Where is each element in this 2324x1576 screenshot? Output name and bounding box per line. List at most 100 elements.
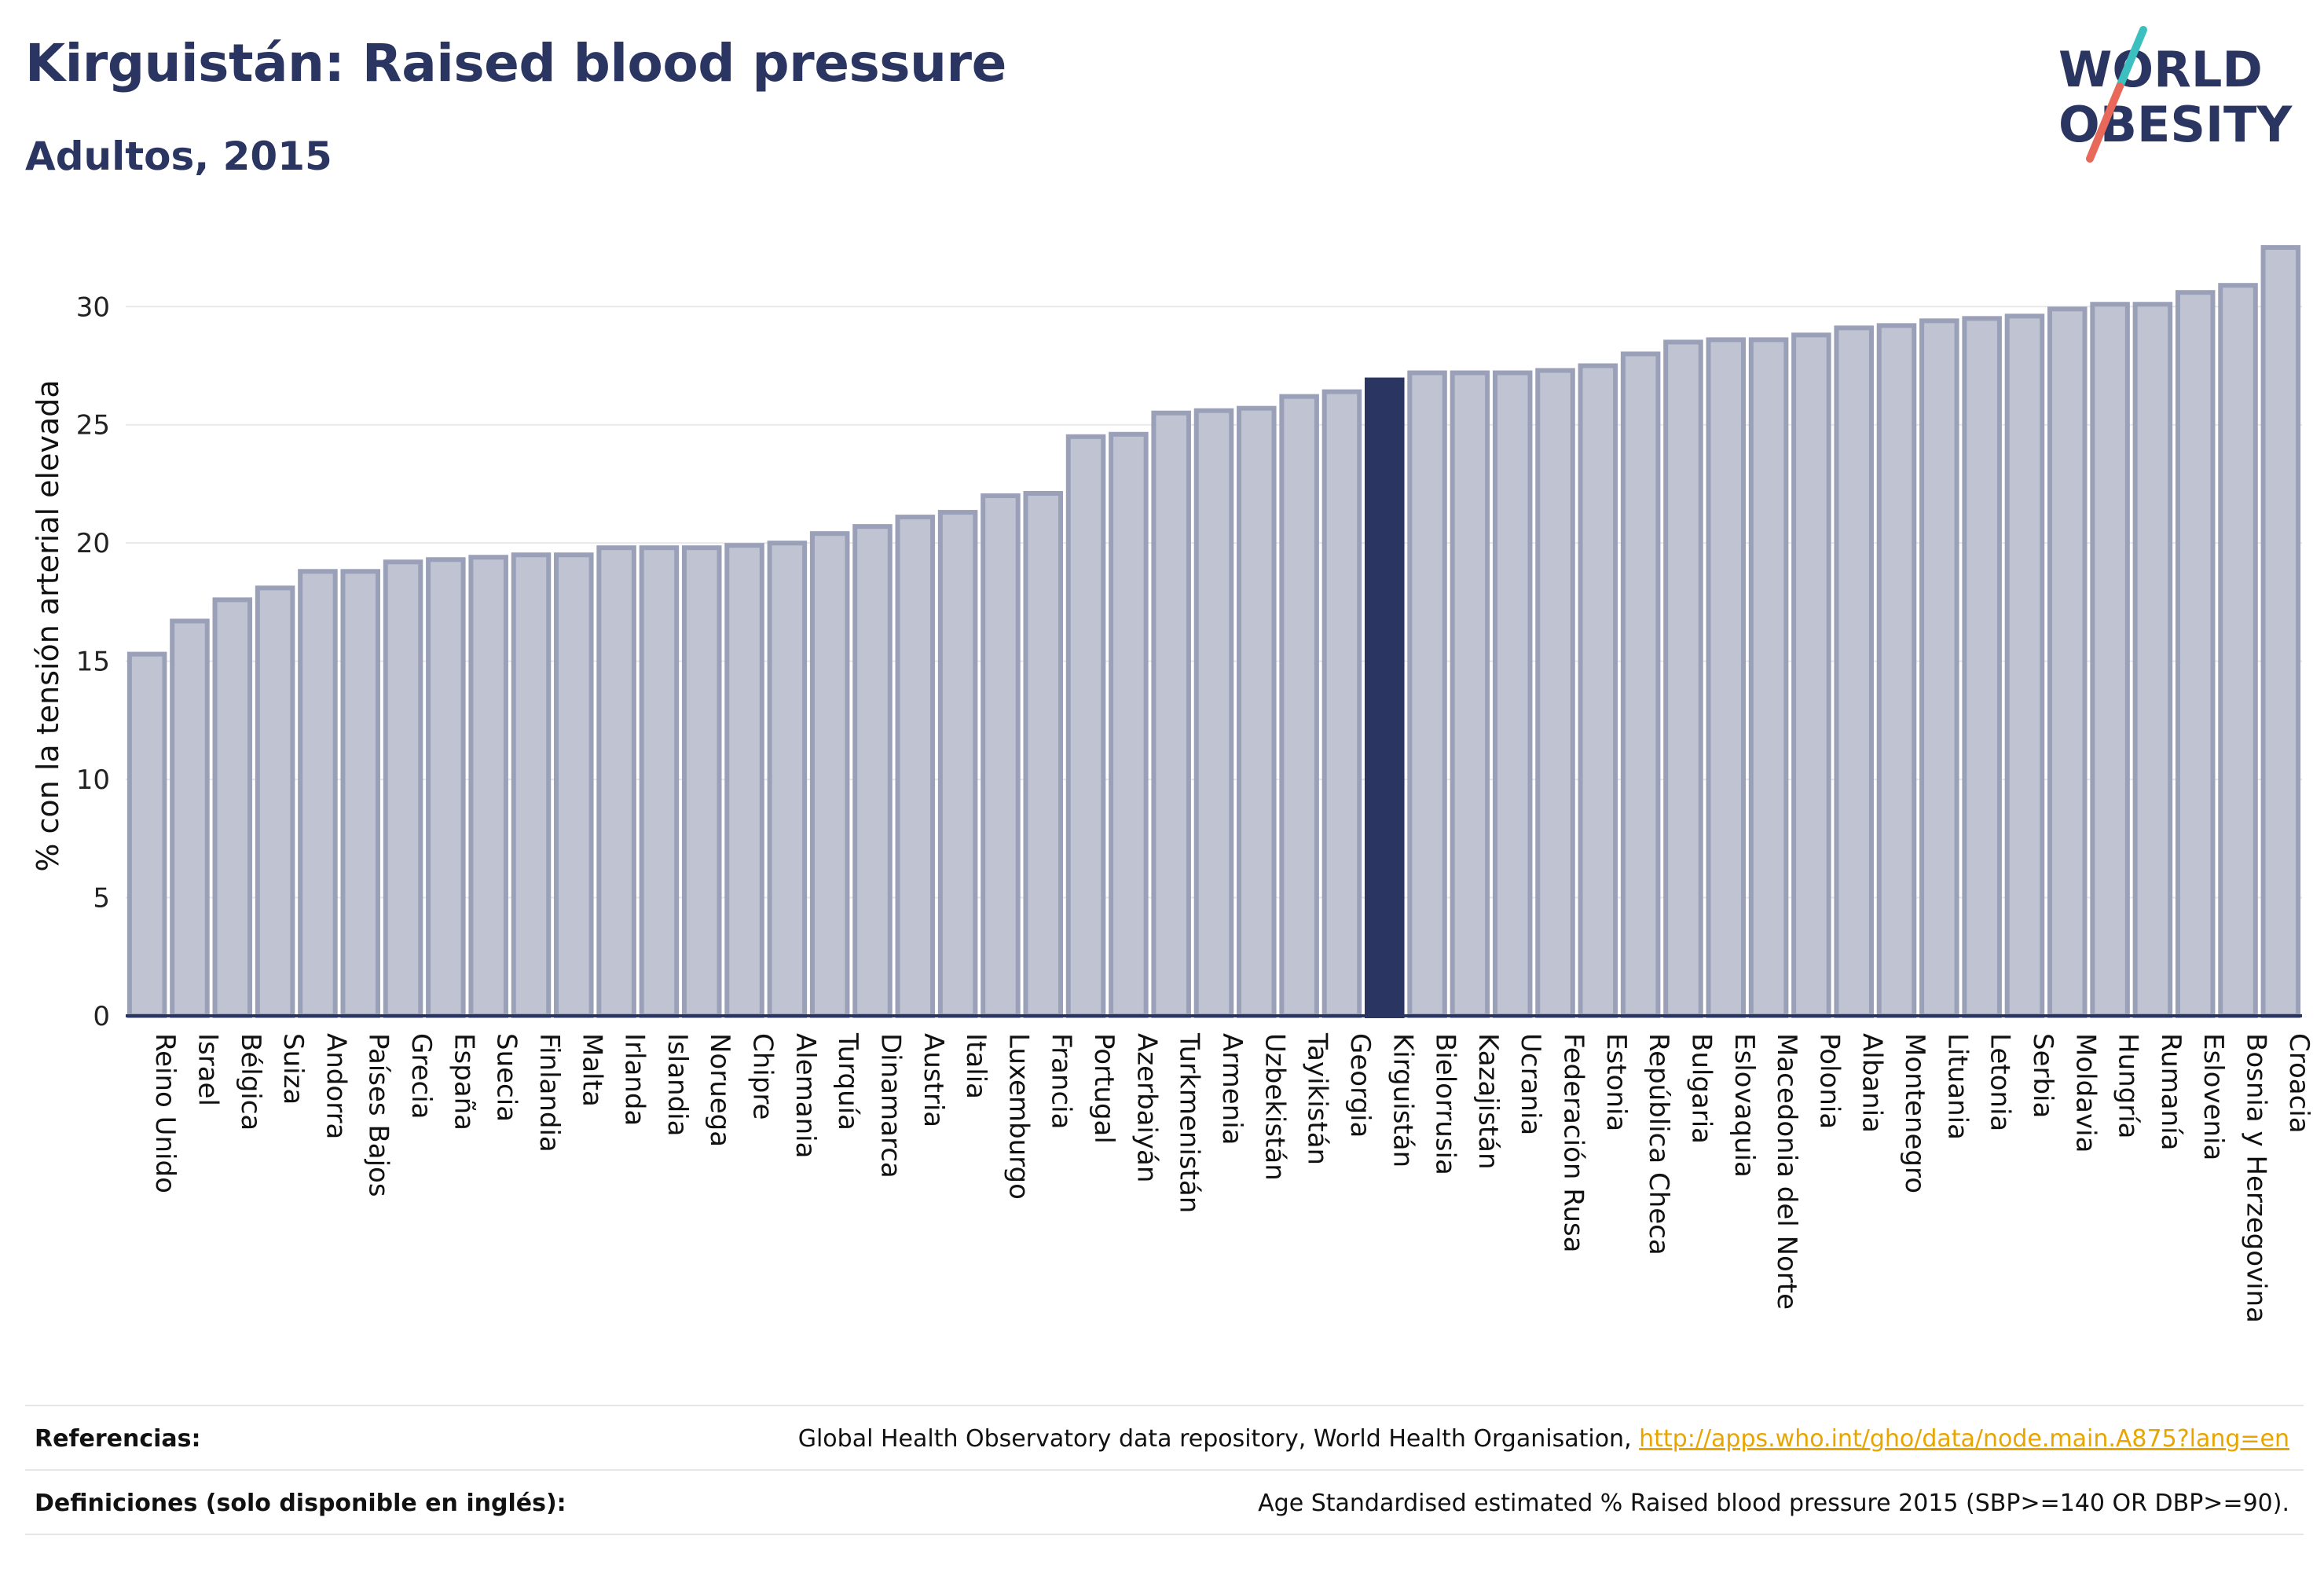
bar xyxy=(639,545,680,1018)
x-tick-label: Ucrania xyxy=(1515,1033,1546,1135)
y-tick-label: 10 xyxy=(76,764,110,796)
y-tick-label: 5 xyxy=(93,883,110,914)
y-axis-ticks: 0 5 10 15 20 25 30 xyxy=(76,291,110,1032)
x-tick-label: Federación Rusa xyxy=(1558,1033,1589,1252)
bar xyxy=(2047,306,2088,1019)
bar-highlighted xyxy=(1364,377,1405,1018)
references-row: Referencias: Global Health Observatory d… xyxy=(25,1405,2304,1471)
bar xyxy=(468,555,508,1018)
x-tick-label: Portugal xyxy=(1088,1033,1120,1144)
bar xyxy=(1237,405,1277,1018)
footer-divider xyxy=(25,1534,2304,1535)
bar xyxy=(767,541,808,1018)
references-value: Global Health Observatory data repositor… xyxy=(798,1425,2304,1453)
x-tick-label: Eslovaquia xyxy=(1728,1033,1760,1178)
references-label: Referencias: xyxy=(35,1424,201,1453)
y-tick-label: 15 xyxy=(76,647,110,678)
y-axis-label: % con la tensión arterial elevada xyxy=(31,379,65,871)
x-tick-label: Suiza xyxy=(277,1033,309,1105)
world-obesity-logo-graphic: WORLD OBESITY xyxy=(2058,26,2293,163)
x-tick-label: Montenegro xyxy=(1899,1033,1930,1193)
bar xyxy=(2260,245,2301,1018)
bar xyxy=(1834,325,1874,1018)
x-axis-labels: Reino Unido Israel Bélgica Suiza Andorra País… xyxy=(149,1032,2315,1323)
bar xyxy=(1450,370,1490,1018)
bar xyxy=(340,569,380,1018)
bar xyxy=(212,597,253,1018)
bar xyxy=(298,569,338,1018)
x-tick-label: Israel xyxy=(192,1033,223,1106)
world-obesity-logo: WORLD OBESITY xyxy=(2051,24,2310,165)
x-tick-label: España xyxy=(448,1033,479,1131)
references-text: Global Health Observatory data repositor… xyxy=(797,1424,1640,1453)
definitions-label: Definiciones (solo disponible en inglés)… xyxy=(35,1489,566,1517)
x-tick-label: Georgia xyxy=(1344,1033,1376,1138)
x-tick-label: Lituania xyxy=(1941,1033,1973,1140)
x-tick-label: Estonia xyxy=(1600,1033,1632,1131)
bar xyxy=(2090,302,2130,1019)
x-tick-label: Finlandia xyxy=(533,1033,565,1153)
x-tick-label: Andorra xyxy=(320,1033,351,1139)
x-tick-label: Reino Unido xyxy=(149,1033,181,1193)
bar xyxy=(596,545,636,1018)
x-tick-label: Eslovenia xyxy=(2198,1033,2229,1160)
x-tick-label: Chipre xyxy=(747,1033,779,1120)
x-tick-label: Armenia xyxy=(1216,1033,1248,1145)
bars xyxy=(126,245,2301,1019)
bar xyxy=(1962,316,2002,1018)
bar xyxy=(511,552,552,1018)
bar xyxy=(852,524,893,1018)
bar xyxy=(1492,370,1533,1018)
bar xyxy=(1279,394,1319,1019)
bar xyxy=(981,493,1021,1018)
x-tick-label: Turkmenistán xyxy=(1174,1032,1205,1213)
bar xyxy=(426,557,466,1018)
bar xyxy=(383,559,423,1018)
x-tick-label: Malta xyxy=(576,1033,607,1107)
x-tick-label: Italia xyxy=(960,1033,992,1099)
x-tick-label: Kazajistán xyxy=(1472,1033,1504,1170)
bar xyxy=(1151,410,1191,1018)
bar xyxy=(126,651,167,1018)
bar xyxy=(1023,490,1064,1018)
x-tick-label: República Checa xyxy=(1643,1033,1674,1255)
bar xyxy=(2218,283,2258,1018)
x-tick-label: Islandia xyxy=(662,1033,693,1136)
y-tick-label: 0 xyxy=(93,1001,110,1032)
bar xyxy=(2004,313,2045,1018)
logo-word-world: WORLD xyxy=(2058,41,2263,98)
references-link[interactable]: http://apps.who.int/gho/data/node.main.A… xyxy=(1639,1424,2289,1453)
bar xyxy=(1065,434,1106,1018)
bar xyxy=(937,510,978,1018)
bar xyxy=(809,531,850,1018)
bar xyxy=(724,543,764,1018)
bar xyxy=(1791,332,1831,1018)
chart-subtitle: Adultos, 2015 xyxy=(25,134,332,179)
definitions-value: Age Standardised estimated % Raised bloo… xyxy=(1258,1489,2289,1517)
bar xyxy=(1193,408,1234,1018)
x-tick-label: Francia xyxy=(1046,1033,1077,1129)
definitions-row: Definiciones (solo disponible en inglés)… xyxy=(25,1469,2304,1535)
bar xyxy=(1620,351,1661,1019)
bar xyxy=(1407,370,1447,1018)
bar xyxy=(1919,318,1959,1018)
x-tick-label: Bosnia y Herzegovina xyxy=(2241,1033,2272,1323)
bar xyxy=(554,552,594,1018)
x-tick-label: Moldavia xyxy=(2069,1033,2101,1153)
x-tick-label: Turquía xyxy=(832,1032,863,1131)
x-tick-label: Noruega xyxy=(704,1033,735,1147)
x-tick-label: Kirguistán xyxy=(1387,1033,1418,1167)
logo-slash-top xyxy=(2116,26,2147,90)
bar xyxy=(1876,323,1917,1018)
x-tick-label: Uzbekistán xyxy=(1259,1033,1290,1181)
bar xyxy=(1109,431,1149,1018)
y-tick-label: 25 xyxy=(76,410,110,442)
x-tick-label: Rumanía xyxy=(2155,1033,2187,1150)
y-tick-label: 30 xyxy=(76,291,110,323)
x-tick-label: Austria xyxy=(918,1033,949,1127)
x-tick-label: Alemania xyxy=(790,1033,821,1158)
x-tick-label: Suecia xyxy=(491,1033,522,1122)
bar xyxy=(681,545,722,1018)
x-tick-label: Grecia xyxy=(405,1033,437,1119)
logo-slash-bottom xyxy=(2086,82,2124,163)
